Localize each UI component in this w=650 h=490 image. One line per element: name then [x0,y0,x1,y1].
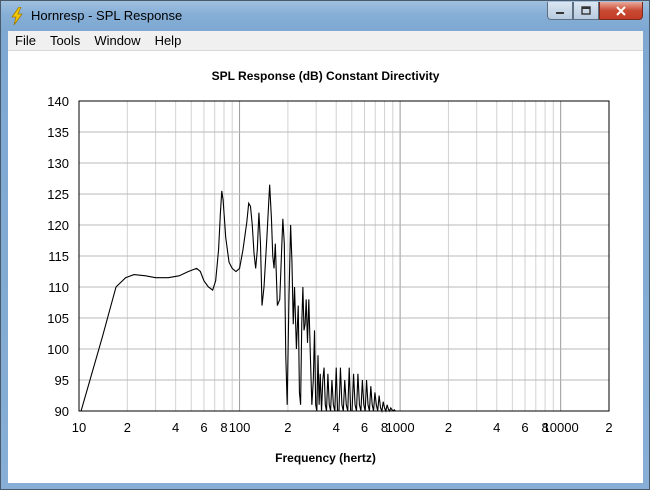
menu-window[interactable]: Window [94,33,141,48]
y-tick-label: 135 [47,125,69,140]
x-tick-label: 4 [493,420,500,435]
x-tick-label: 2 [284,420,291,435]
y-tick-label: 120 [47,218,69,233]
y-tick-label: 110 [48,280,69,295]
maximize-icon [581,6,591,15]
x-tick-label: 6 [361,420,368,435]
x-tick-label: 8 [541,420,548,435]
x-tick-label: 100 [229,420,251,435]
close-icon [616,5,626,16]
y-tick-label: 100 [47,342,69,357]
title-bar[interactable]: Hornresp - SPL Response [1,1,649,31]
chart-title: SPL Response (dB) Constant Directivity [211,69,440,83]
x-tick-label: 2 [124,420,131,435]
x-tick-label: 6 [200,420,207,435]
menu-help[interactable]: Help [154,33,182,48]
menu-tools[interactable]: Tools [49,33,81,48]
maximize-button[interactable] [573,2,599,20]
minimize-icon [556,11,564,14]
x-tick-label: 10000 [543,420,579,435]
y-tick-label: 140 [47,94,69,109]
y-tick-label: 130 [47,156,69,171]
chart-area: SPL Response (dB) Constant Directivity 9… [8,51,643,483]
window-title: Hornresp - SPL Response [31,8,183,23]
close-button[interactable] [599,2,643,20]
x-axis-label: Frequency (hertz) [275,451,376,465]
x-tick-label: 1000 [386,420,415,435]
y-tick-label: 105 [47,311,69,326]
y-tick-label: 95 [55,373,69,388]
x-tick-label: 2 [605,420,612,435]
menu-bar: File Tools Window Help [8,31,643,51]
y-tick-label: 125 [47,187,69,202]
y-tick-label: 115 [48,249,69,264]
window-controls [547,2,643,22]
spl-curve [80,184,397,413]
x-tick-label: 4 [333,420,340,435]
menu-file[interactable]: File [15,33,36,48]
x-tick-label: 4 [172,420,179,435]
x-tick-label: 10 [72,420,86,435]
x-tick-label: 8 [220,420,227,435]
x-tick-label: 8 [381,420,388,435]
plot-frame [78,100,610,412]
lightning-icon [11,7,23,25]
x-tick-label: 6 [521,420,528,435]
y-tick-label: 90 [55,404,69,419]
minimize-button[interactable] [547,2,573,20]
x-tick-label: 2 [445,420,452,435]
